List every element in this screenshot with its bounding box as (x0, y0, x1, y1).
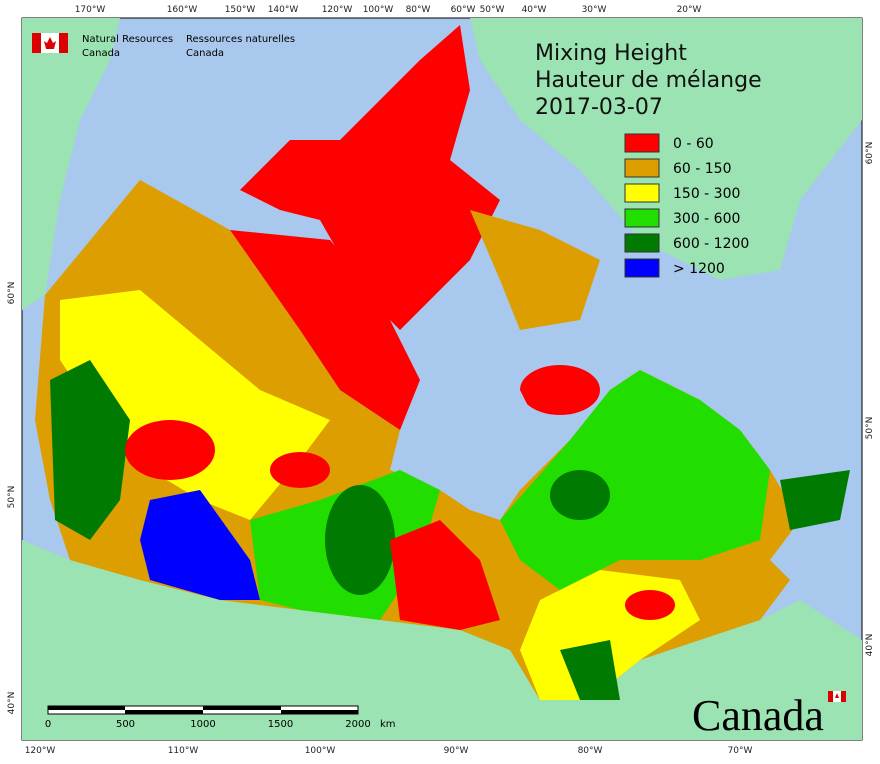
graticule-label: 100°W (363, 5, 394, 15)
org-name-fr: Canada (186, 48, 224, 59)
graticule-label: 50°N (7, 486, 17, 509)
graticule-label: 60°W (451, 5, 476, 15)
graticule-label: 140°W (268, 5, 299, 15)
graticule-label: 40°N (865, 634, 875, 657)
scale-bar (47, 705, 359, 715)
org-name-en: Natural Resources (82, 34, 173, 45)
legend-swatch (624, 158, 660, 178)
arctic-islands (240, 25, 500, 330)
alaska (22, 18, 120, 310)
hudson-bay (400, 380, 540, 490)
legend-label: 300 - 600 (673, 211, 740, 227)
graticule-label: 90°W (444, 746, 469, 756)
map-title: Hauteur de mélange (535, 68, 762, 93)
scale-label: 1500 (268, 719, 293, 730)
graticule-label: 120°W (322, 5, 353, 15)
graticule-label: 30°W (582, 5, 607, 15)
graticule-label: 50°N (865, 417, 875, 440)
usa (22, 540, 862, 740)
wordmark-flag (828, 691, 846, 702)
mixing-zones (50, 230, 770, 700)
graticule-label: 40°W (522, 5, 547, 15)
graticule-label: 100°W (305, 746, 336, 756)
graticule-label: 120°W (25, 746, 56, 756)
scale-label: 500 (116, 719, 135, 730)
graticule-label: 50°W (480, 5, 505, 15)
legend-swatch (624, 233, 660, 253)
wordmark: Canada (692, 691, 824, 740)
legend-swatch (624, 183, 660, 203)
map-title: 2017-03-07 (535, 95, 663, 120)
nrcan-flag (32, 33, 68, 53)
graticule-label: 20°W (677, 5, 702, 15)
graticule-label: 60°N (865, 142, 875, 165)
legend-swatch (624, 208, 660, 228)
map-title: Mixing Height (535, 41, 687, 66)
graticule-label: 150°W (225, 5, 256, 15)
org-name-en: Canada (82, 48, 120, 59)
scale-label: 1000 (190, 719, 215, 730)
graticule-label: 40°N (7, 692, 17, 715)
graticule-label: 110°W (168, 746, 199, 756)
legend-label: 600 - 1200 (673, 236, 749, 252)
graticule-label: 160°W (167, 5, 198, 15)
scale-unit: km (380, 719, 396, 730)
graticule-label: 70°W (728, 746, 753, 756)
legend-label: 60 - 150 (673, 161, 732, 177)
org-name-fr: Ressources naturelles (186, 34, 295, 45)
legend-swatch (624, 258, 660, 278)
legend-swatch (624, 133, 660, 153)
greenland (470, 18, 862, 280)
legend-label: 150 - 300 (673, 186, 740, 202)
graticule-label: 80°W (406, 5, 431, 15)
graticule-label: 80°W (578, 746, 603, 756)
scale-label: 0 (45, 719, 51, 730)
legend-label: 0 - 60 (673, 136, 714, 152)
baffin-south (470, 210, 600, 330)
graticule-label: 170°W (75, 5, 106, 15)
newfoundland (780, 470, 850, 530)
graticule-label: 60°N (7, 282, 17, 305)
legend-label: > 1200 (673, 261, 725, 277)
scale-label: 2000 (345, 719, 370, 730)
